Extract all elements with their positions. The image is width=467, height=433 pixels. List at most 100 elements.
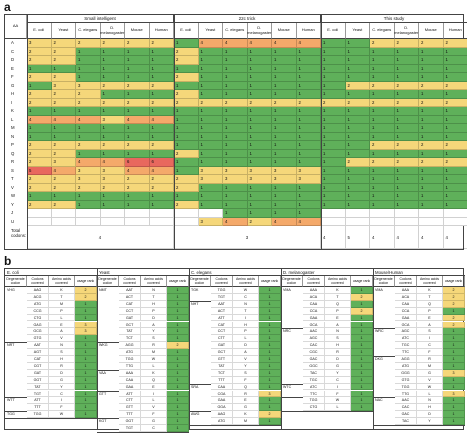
amino-acid-cell: I (233, 315, 259, 322)
codon-count-cell: 1 (223, 90, 248, 99)
usage-rank-cell: 1 (75, 335, 97, 342)
codon-count-cell: 3 (199, 175, 224, 184)
codon-count-cell: 1 (419, 192, 444, 201)
amino-acid-cell: W (417, 384, 443, 391)
codon-cell: GAA (303, 315, 325, 322)
codon-count-cell (174, 218, 199, 227)
codon-count-cell: 1 (76, 124, 101, 133)
codon-count-cell: 1 (370, 175, 395, 184)
codon-count-cell: 2 (174, 73, 199, 82)
codon-cell: CCT (119, 308, 141, 315)
codon-cell: GCG (27, 328, 49, 335)
codon-count-cell (76, 218, 101, 227)
codon-count-cell: 1 (52, 107, 77, 116)
amino-acid-cell: G (325, 363, 351, 370)
codon-count-cell: 1 (174, 107, 199, 116)
organism-header: C. elegans (370, 23, 395, 39)
codon-count-cell (150, 218, 175, 227)
amino-acid-cell: E (233, 397, 259, 404)
codon-count-cell: 1 (444, 133, 467, 142)
codon-count-cell: 1 (223, 209, 248, 218)
codon-cell: ATG (27, 301, 49, 308)
usage-rank-cell: 2 (443, 301, 465, 308)
organism-header: C. elegans (76, 23, 101, 39)
usage-rank-cell: 1 (75, 349, 97, 356)
amino-acid-cell: I (325, 384, 351, 391)
codon-count-cell: 1 (321, 48, 346, 57)
codon-count-cell: 3 (76, 167, 101, 176)
codon-count-cell: 1 (199, 82, 224, 91)
codon-count-cell: 1 (199, 56, 224, 65)
codon-count-cell: 2 (370, 141, 395, 150)
codon-cell: CGA (211, 391, 233, 398)
usage-rank-cell: 1 (351, 315, 373, 322)
codon-count-cell (76, 209, 101, 218)
amino-acid-cell: E (417, 315, 443, 322)
total-study: 5 (346, 226, 371, 249)
codon-count-cell: 2 (125, 99, 150, 108)
codon-cell: GAC (303, 356, 325, 363)
amino-acid-cell: V (417, 377, 443, 384)
codon-count-cell: 2 (52, 175, 77, 184)
codon-count-cell: 1 (321, 175, 346, 184)
usage-rank-cell: 1 (167, 397, 189, 404)
codon-cell: GAA (119, 384, 141, 391)
usage-rank-cell: 1 (75, 397, 97, 404)
organism-header: Human (444, 23, 467, 39)
usage-rank-cell: 3 (443, 370, 465, 377)
codon-cell: AAC (303, 328, 325, 335)
codon-count-cell: 2 (346, 82, 371, 91)
usage-rank-cell: 1 (167, 301, 189, 308)
codon-count-cell: 2 (248, 218, 273, 227)
usage-rank-cell: 2 (75, 287, 97, 294)
codon-count-cell (125, 209, 150, 218)
amino-acid-cell: R (417, 356, 443, 363)
organism-header: E. coli (321, 23, 346, 39)
amino-acid-cell: G (141, 418, 167, 425)
codon-count-cell: 1 (419, 184, 444, 193)
codon-cell: CAC (395, 404, 417, 411)
codon-count-cell: 1 (297, 192, 322, 201)
codon-count-cell: 1 (395, 167, 420, 176)
degenerate-codon-label: SRA (191, 385, 198, 389)
codon-count-cell: 1 (52, 133, 77, 142)
amino-acid-cell: T (49, 294, 75, 301)
usage-rank-cell: 1 (259, 315, 281, 322)
codon-count-cell: 1 (346, 48, 371, 57)
organism-title: D. melanogaster (281, 269, 373, 276)
codon-count-cell: 2 (346, 99, 371, 108)
codon-count-cell: 3 (52, 158, 77, 167)
codon-count-cell: 1 (395, 184, 420, 193)
usage-rank-cell: 1 (443, 384, 465, 391)
codon-count-cell: 4 (223, 39, 248, 48)
usage-rank-cell: 1 (167, 335, 189, 342)
column-header: Codons covered (395, 276, 417, 287)
codon-cell: GAT (211, 342, 233, 349)
codon-count-cell: 1 (27, 133, 52, 142)
column-header: Degenerate codon (373, 276, 395, 287)
usage-rank-cell: 1 (351, 384, 373, 391)
usage-rank-cell: 1 (259, 377, 281, 384)
codon-count-cell: 1 (444, 107, 467, 116)
usage-rank-cell: 3 (75, 322, 97, 329)
codon-count-cell: 1 (199, 158, 224, 167)
organism-header: C. elegans (223, 23, 248, 39)
codon-count-cell: 3 (272, 167, 297, 176)
codon-count-cell: 1 (125, 65, 150, 74)
codon-count-cell: 1 (346, 201, 371, 210)
usage-rank-cell: 1 (167, 391, 189, 398)
codon-count-cell: 1 (223, 56, 248, 65)
usage-rank-cell: 3 (443, 391, 465, 398)
amino-acid-cell: K (325, 287, 351, 294)
usage-rank-cell: 1 (443, 308, 465, 315)
codon-count-cell: 1 (419, 150, 444, 159)
codon-count-cell: 1 (272, 141, 297, 150)
codon-count-cell: 1 (321, 167, 346, 176)
codon-cell: GTG (395, 377, 417, 384)
codon-count-cell: 1 (321, 116, 346, 125)
codon-count-cell: 1 (321, 184, 346, 193)
degenerate-codon-label: WTC (283, 385, 291, 389)
column-header: Codons covered (119, 276, 141, 287)
codon-count-cell: 1 (27, 82, 52, 91)
